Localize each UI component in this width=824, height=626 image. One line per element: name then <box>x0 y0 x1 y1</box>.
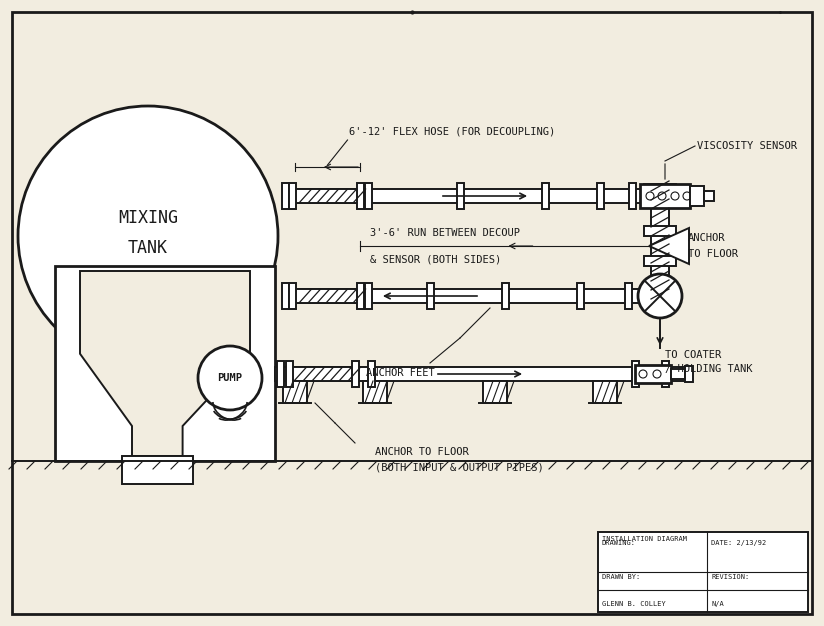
Circle shape <box>638 274 682 318</box>
Bar <box>662 361 669 387</box>
Circle shape <box>639 370 647 378</box>
Circle shape <box>683 192 691 200</box>
Text: DATE: 2/13/92: DATE: 2/13/92 <box>711 540 766 546</box>
Text: TO FLOOR: TO FLOOR <box>688 249 738 259</box>
Polygon shape <box>80 271 250 456</box>
Bar <box>365 183 372 209</box>
Bar <box>275 367 685 381</box>
Bar <box>644 298 676 308</box>
Bar <box>289 283 296 309</box>
Text: GLENN B. COLLEY: GLENN B. COLLEY <box>602 601 666 607</box>
Bar <box>277 361 284 387</box>
Bar <box>295 189 360 203</box>
Bar <box>671 369 685 379</box>
Bar <box>502 283 509 309</box>
Text: / HOLDING TANK: / HOLDING TANK <box>665 364 752 374</box>
Bar <box>635 365 671 383</box>
Text: ANCHOR FEET: ANCHOR FEET <box>366 368 434 378</box>
Bar <box>286 361 293 387</box>
Bar <box>282 183 289 209</box>
Bar <box>289 183 296 209</box>
Bar <box>55 266 275 461</box>
Text: ANCHOR: ANCHOR <box>688 233 725 243</box>
Bar <box>542 183 549 209</box>
Text: & SENSOR (BOTH SIDES): & SENSOR (BOTH SIDES) <box>370 254 501 264</box>
Text: INSTALLATION DIAGRAM: INSTALLATION DIAGRAM <box>602 536 687 542</box>
Bar <box>357 183 364 209</box>
Bar <box>290 289 650 303</box>
Bar <box>644 256 676 266</box>
Bar <box>363 381 387 403</box>
Bar <box>593 381 617 403</box>
Text: 6'-12' FLEX HOSE (FOR DECOUPLING): 6'-12' FLEX HOSE (FOR DECOUPLING) <box>349 127 555 137</box>
Bar <box>651 189 669 303</box>
Bar <box>282 283 289 309</box>
Bar <box>365 283 372 309</box>
Bar <box>457 183 464 209</box>
Bar <box>644 226 676 236</box>
Circle shape <box>646 192 654 200</box>
Circle shape <box>198 346 262 410</box>
Text: ANCHOR TO FLOOR: ANCHOR TO FLOOR <box>375 447 469 457</box>
Text: REVISION:: REVISION: <box>711 573 750 580</box>
Circle shape <box>653 370 661 378</box>
Text: DRAWN BY:: DRAWN BY: <box>602 573 640 580</box>
Text: PUMP: PUMP <box>218 373 242 383</box>
Bar <box>122 456 193 484</box>
Bar <box>577 283 584 309</box>
Bar <box>690 186 704 206</box>
Text: (BOTH INPUT & OUTPUT PIPES): (BOTH INPUT & OUTPUT PIPES) <box>375 462 544 472</box>
Bar <box>290 367 355 381</box>
Bar <box>704 191 714 201</box>
Text: TO COATER: TO COATER <box>665 350 721 360</box>
Text: 3'-6' RUN BETWEEN DECOUP: 3'-6' RUN BETWEEN DECOUP <box>370 228 520 238</box>
Bar <box>357 283 364 309</box>
Polygon shape <box>649 228 689 264</box>
Text: N/A: N/A <box>711 601 724 607</box>
Bar <box>427 283 434 309</box>
Text: MIXING: MIXING <box>118 209 178 227</box>
Bar <box>640 184 690 208</box>
Bar <box>352 361 359 387</box>
Bar <box>629 183 636 209</box>
Circle shape <box>658 192 666 200</box>
Bar <box>290 189 650 203</box>
Bar <box>625 283 632 309</box>
Text: TANK: TANK <box>128 239 168 257</box>
Text: DRAWING:: DRAWING: <box>602 540 636 546</box>
Bar <box>483 381 507 403</box>
Circle shape <box>18 106 278 366</box>
Circle shape <box>671 192 679 200</box>
Bar <box>632 361 639 387</box>
Bar <box>597 183 604 209</box>
Bar <box>598 532 808 612</box>
Bar <box>283 381 307 403</box>
Bar <box>295 289 360 303</box>
Bar <box>685 366 693 382</box>
Bar <box>644 184 676 194</box>
Text: VISCOSITY SENSOR: VISCOSITY SENSOR <box>697 141 797 151</box>
Bar <box>368 361 375 387</box>
